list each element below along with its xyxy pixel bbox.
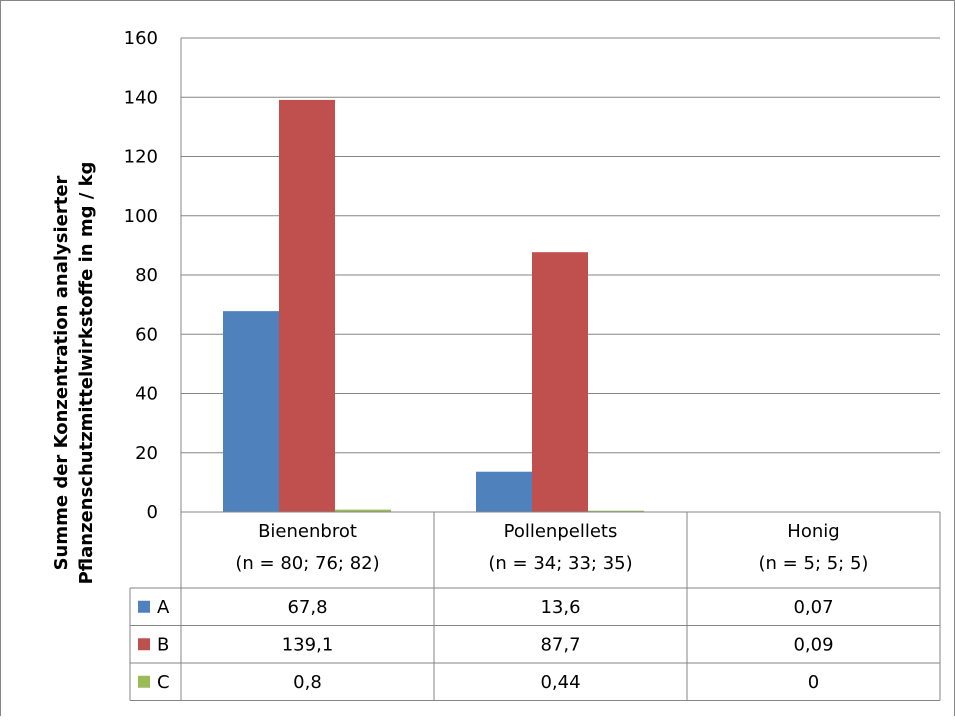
legend-label-B: B (157, 634, 169, 655)
data-label: 0,44 (540, 672, 580, 693)
y-tick-label: 60 (135, 324, 158, 345)
y-tick-label: 160 (124, 28, 158, 49)
legend-key-A (138, 601, 150, 613)
legend-key-C (138, 676, 150, 688)
category-n-label: (n = 80; 76; 82) (235, 553, 379, 574)
data-label: 139,1 (282, 634, 334, 655)
bar-A-1 (476, 472, 532, 512)
data-label: 13,6 (540, 597, 580, 618)
data-label: 87,7 (540, 634, 580, 655)
data-label: 67,8 (287, 597, 327, 618)
y-tick-label: 0 (147, 502, 158, 523)
category-label: Honig (787, 521, 839, 542)
legend-key-B (138, 638, 150, 650)
category-n-label: (n = 34; 33; 35) (488, 553, 632, 574)
data-label: 0,8 (293, 672, 322, 693)
y-tick-label: 100 (124, 206, 158, 227)
bar-B-1 (532, 252, 588, 512)
y-tick-label: 140 (124, 87, 158, 108)
bar-B-0 (279, 100, 335, 512)
y-tick-label: 120 (124, 147, 158, 168)
y-axis-label-line-2: Pflanzenschutzmittelwirkstoffe in mg / k… (76, 162, 97, 585)
data-label: 0,09 (793, 634, 833, 655)
data-label: 0 (808, 672, 819, 693)
data-label: 0,07 (793, 597, 833, 618)
y-tick-label: 40 (135, 384, 158, 405)
category-label: Pollenpellets (504, 521, 618, 542)
y-axis-label-line-1: Summe der Konzentration analysierter (51, 175, 72, 570)
legend-label-C: C (157, 672, 170, 693)
category-label: Bienenbrot (258, 521, 357, 542)
y-tick-label: 20 (135, 443, 158, 464)
bar-A-0 (223, 311, 279, 512)
y-tick-label: 80 (135, 265, 158, 286)
category-n-label: (n = 5; 5; 5) (759, 553, 869, 574)
legend-label-A: A (157, 597, 170, 618)
